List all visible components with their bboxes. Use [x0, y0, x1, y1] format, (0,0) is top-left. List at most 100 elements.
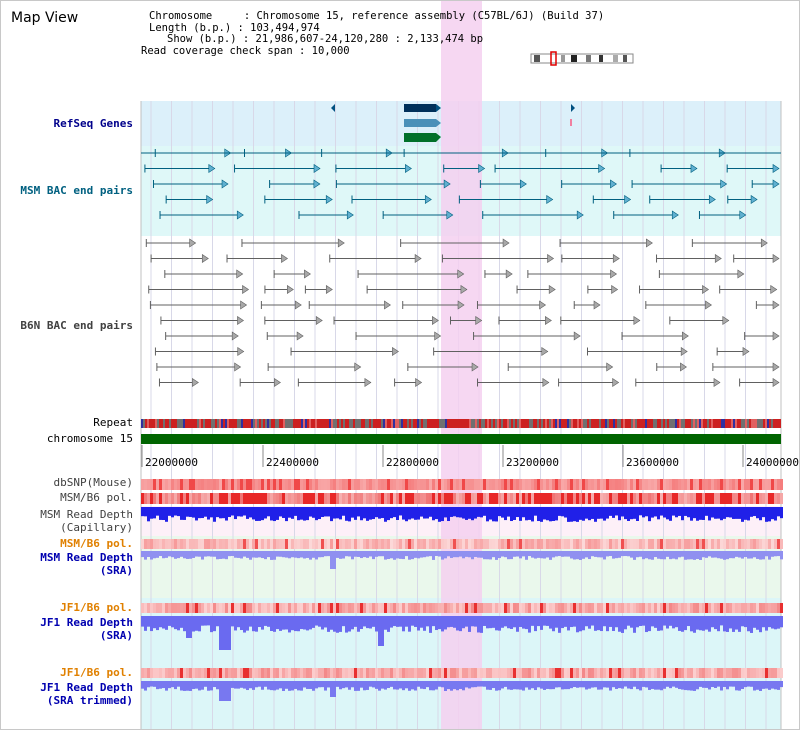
msm-capillary-depth-bar	[252, 507, 255, 520]
jf1-pol-heat-cell	[312, 603, 315, 613]
dbsnp-heat-cell	[504, 479, 507, 490]
msm-sra-depth-bar	[234, 551, 237, 558]
dbsnp-heat-cell	[204, 479, 207, 490]
jf1-sra-depth-bar	[732, 616, 735, 632]
repeat-element	[221, 419, 223, 428]
repeat-element	[193, 419, 195, 428]
jf1-pol-heat-cell	[588, 668, 591, 678]
msm-pol-heat-cell	[450, 493, 453, 504]
msm-sra-depth-bar	[162, 551, 165, 559]
jf1-trim-depth-bar	[504, 681, 507, 687]
repeat-element	[397, 419, 399, 428]
jf1-sra-depth-bar	[567, 616, 570, 631]
jf1-trim-depth-bar	[384, 681, 387, 690]
jf1-pol-heat-cell	[477, 668, 480, 678]
msm-capillary-depth-bar	[747, 507, 750, 521]
msm-pol-heat-cell	[768, 493, 771, 504]
msm-pol-heat-cell	[666, 493, 669, 504]
jf1-pol-heat-cell	[261, 603, 264, 613]
msm-pol-heat-cell	[537, 539, 540, 549]
jf1-sra-depth-bar	[348, 616, 351, 632]
axis-tick-label: 23200000	[506, 456, 559, 469]
msm-capillary-depth-bar	[204, 507, 207, 517]
dbsnp-heat-cell	[468, 479, 471, 490]
jf1-pol-heat-cell	[174, 668, 177, 678]
repeat-element	[721, 419, 723, 428]
jf1-sra-depth-bar	[387, 616, 390, 632]
msm-pol-heat-cell	[504, 539, 507, 549]
msm-sra-depth-bar	[669, 551, 672, 560]
jf1-sra-depth-bar	[552, 616, 555, 632]
jf1-sra-depth-bar	[327, 616, 330, 632]
dbsnp-heat-cell	[357, 479, 360, 490]
jf1-pol-heat-cell	[390, 603, 393, 613]
msm-pol-heat-cell	[285, 493, 288, 504]
msm-sra-depth-bar	[327, 551, 330, 557]
jf1-trim-depth-bar	[477, 681, 480, 687]
jf1-pol-heat-cell	[597, 668, 600, 678]
repeat-element	[163, 419, 165, 428]
repeat-element	[751, 419, 753, 428]
repeat-element	[195, 419, 197, 428]
msm-capillary-depth-bar	[750, 507, 753, 517]
msm-pol-heat-cell	[678, 539, 681, 549]
repeat-element	[353, 419, 355, 428]
repeat-element	[479, 419, 481, 428]
jf1-pol-heat-cell	[165, 603, 168, 613]
b6n-bac-arrow	[770, 284, 778, 295]
jf1-pol-heat-cell	[354, 603, 357, 613]
msm-pol-heat-cell	[258, 539, 261, 549]
msm-pol-heat-cell	[522, 493, 525, 504]
jf1-pol-heat-cell	[321, 603, 324, 613]
msm-pol-heat-cell	[393, 493, 396, 504]
repeat-element	[351, 419, 353, 428]
b6n-bac-arrow	[680, 362, 687, 372]
msm-pol-heat-cell	[153, 539, 156, 549]
jf1-trim-depth-bar	[141, 681, 144, 689]
msm-pol-heat-cell	[411, 493, 414, 504]
msm-pol-heat-cell	[300, 539, 303, 549]
msm-pol-heat-cell	[477, 539, 480, 549]
jf1-sra-depth-bar	[309, 616, 312, 630]
jf1-trim-depth-bar	[168, 681, 171, 689]
repeat-element	[535, 419, 537, 428]
b6n-bac-arrow	[281, 253, 288, 264]
ideogram-band	[571, 55, 577, 62]
jf1-trim-depth-bar	[768, 681, 771, 690]
jf1-pol-heat-cell	[723, 603, 726, 613]
msm-sra-depth-bar	[699, 551, 702, 560]
dbsnp-heat-cell	[540, 479, 543, 490]
msm-capillary-depth-bar	[222, 507, 225, 519]
repeat-element	[599, 419, 601, 428]
msm-pol-heat-cell	[219, 539, 222, 549]
jf1-trim-depth-bar	[507, 681, 510, 690]
msm-capillary-depth-bar	[330, 507, 333, 522]
jf1-pol-heat-cell	[147, 603, 150, 613]
jf1-trim-depth-bar	[147, 681, 150, 688]
msm-sra-depth-bar	[693, 551, 696, 560]
msm-pol-heat-cell	[678, 493, 681, 504]
dbsnp-heat-cell	[738, 479, 741, 490]
repeat-element	[701, 419, 703, 428]
repeat-element	[695, 419, 697, 428]
msm-pol-heat-cell	[438, 539, 441, 549]
jf1-trim-depth-bar	[258, 681, 261, 687]
repeat-element	[465, 419, 467, 428]
msm-capillary-depth-bar	[456, 507, 459, 518]
jf1-sra-depth-bar	[306, 616, 309, 631]
jf1-sra-depth-bar	[624, 616, 627, 630]
msm-pol-heat-cell	[261, 539, 264, 549]
jf1-pol-heat-cell	[684, 668, 687, 678]
dbsnp-heat-cell	[597, 479, 600, 490]
msm-pol-heat-cell	[627, 493, 630, 504]
jf1-pol-heat-cell	[168, 603, 171, 613]
msm-pol-heat-cell	[585, 539, 588, 549]
msm-pol-heat-cell	[429, 493, 432, 504]
dbsnp-heat-cell	[489, 479, 492, 490]
repeat-element	[347, 419, 349, 428]
jf1-pol-heat-cell	[579, 668, 582, 678]
msm-sra-depth-bar	[630, 551, 633, 558]
repeat-element	[359, 419, 361, 428]
jf1-pol-heat-cell	[561, 668, 564, 678]
